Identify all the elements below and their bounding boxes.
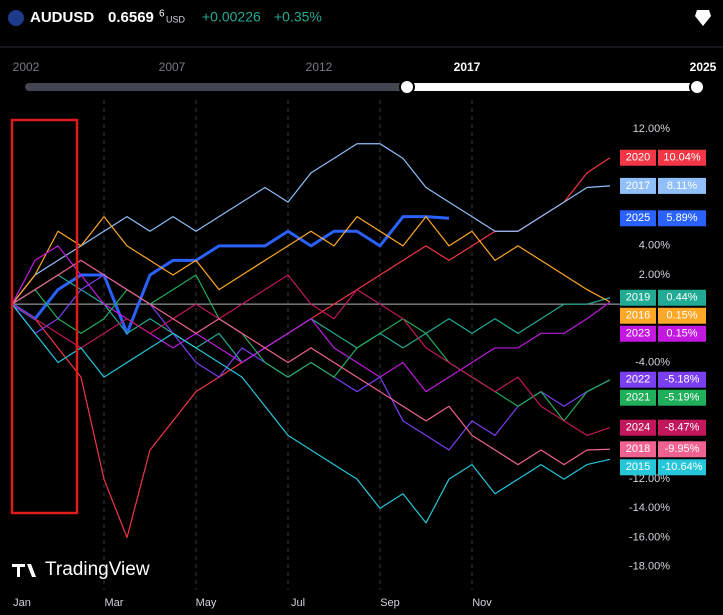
symbol[interactable]: AUDUSD (30, 9, 94, 26)
x-tick-label: Jul (291, 597, 305, 609)
value-label: 5.89% (666, 212, 697, 224)
label-box (658, 307, 706, 324)
value-label: 8.11% (667, 180, 698, 192)
y-tick-label: 2.00% (639, 269, 670, 281)
range-year[interactable]: 2017 (454, 60, 481, 74)
value-label: 10.04% (663, 152, 701, 164)
highlight-box (10, 118, 79, 515)
label-box (658, 325, 706, 342)
label-box (620, 325, 656, 342)
label-box (620, 419, 656, 436)
change: +0.00226 (202, 9, 261, 25)
legend-label: 2025 (626, 212, 650, 224)
x-tick-label: Mar (105, 597, 124, 609)
label-box (658, 389, 706, 406)
x-tick-label: May (196, 597, 217, 609)
label-box (658, 210, 706, 227)
y-tick-label: -12.00% (629, 473, 670, 485)
series-line (11, 215, 450, 335)
value-label: -9.95% (665, 443, 700, 455)
series-line (11, 259, 611, 466)
range-year[interactable]: 2012 (306, 60, 333, 74)
price-fraction: 6 (159, 9, 165, 20)
value-label: 0.15% (666, 310, 697, 322)
x-tick-label: Jan (13, 597, 31, 609)
price: 0.6569 (108, 9, 154, 26)
range-selection[interactable] (407, 83, 697, 91)
y-tick-label: -16.00% (629, 531, 670, 543)
y-tick-label: 4.00% (639, 240, 670, 252)
label-box (658, 441, 706, 458)
value-label: 0.44% (666, 292, 697, 304)
legend-label: 2023 (626, 328, 650, 340)
label-box (658, 289, 706, 306)
series-line (11, 303, 611, 524)
value-label: -5.19% (665, 392, 700, 404)
range-handle[interactable] (689, 79, 705, 95)
label-box (620, 371, 656, 388)
y-tick-label: 12.00% (633, 123, 671, 135)
x-tick-label: Sep (380, 597, 400, 609)
icon-button[interactable] (695, 10, 711, 26)
logo-icon (12, 564, 36, 577)
label-box (658, 419, 706, 436)
label-box (620, 149, 656, 166)
range-year[interactable]: 2025 (690, 60, 717, 74)
quote-currency: USD (166, 14, 186, 24)
branding: TradingView (45, 559, 150, 580)
x-tick-label: Nov (472, 597, 492, 609)
series-line (11, 216, 611, 305)
legend-label: 2015 (626, 461, 650, 473)
range-year[interactable]: 2007 (159, 60, 186, 74)
value-label: -8.47% (665, 422, 700, 434)
series-line (11, 274, 611, 422)
legend-label: 2019 (626, 292, 650, 304)
range-year[interactable]: 2002 (13, 60, 40, 74)
label-box (620, 307, 656, 324)
legend-label: 2022 (626, 374, 650, 386)
label-box (658, 371, 706, 388)
legend-label: 2018 (626, 443, 650, 455)
label-box (620, 389, 656, 406)
label-box (620, 441, 656, 458)
change-percent: +0.35% (274, 9, 322, 25)
legend-label: 2020 (626, 152, 650, 164)
label-box (620, 459, 656, 476)
value-label: -10.64% (662, 461, 703, 473)
label-box (620, 210, 656, 227)
label-box (658, 459, 706, 476)
legend-label: 2016 (626, 310, 650, 322)
y-tick-label: -14.00% (629, 502, 670, 514)
label-box (658, 149, 706, 166)
series-line (11, 274, 611, 437)
y-tick-label: -4.00% (635, 356, 670, 368)
label-box (620, 177, 656, 194)
y-tick-label: -18.00% (629, 561, 670, 573)
flag-icon (8, 10, 24, 26)
range-handle[interactable] (399, 79, 415, 95)
label-box (658, 177, 706, 194)
value-label: 0.15% (666, 328, 697, 340)
legend-label: 2017 (626, 180, 650, 192)
legend-label: 2021 (626, 392, 650, 404)
legend-label: 2024 (626, 422, 650, 434)
value-label: -5.18% (665, 374, 700, 386)
label-box (620, 289, 656, 306)
